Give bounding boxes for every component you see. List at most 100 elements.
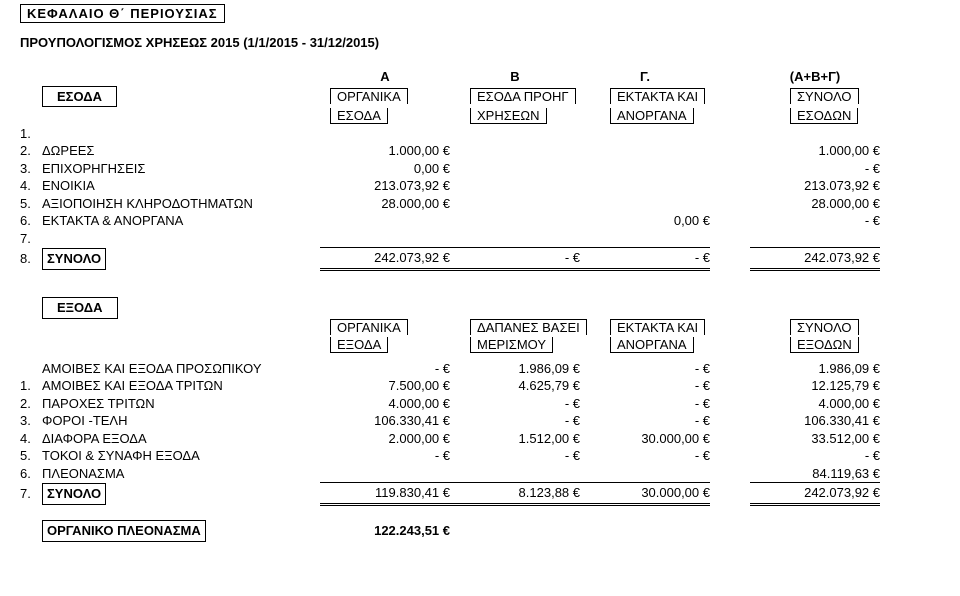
expenses-hdr-g1: ΕΚΤΑΚΤΑ ΚΑΙ	[610, 319, 705, 335]
income-row: 1.	[20, 125, 940, 143]
exp-pre-a: - €	[320, 360, 450, 378]
expenses-row-a: 4.000,00 €	[320, 395, 450, 413]
expenses-row-g: - €	[580, 412, 710, 430]
income-sum-row: 8. ΣΥΝΟΛΟ 242.073,92 € - € - € 242.073,9…	[20, 247, 940, 271]
expenses-hdr-t2: ΕΞΟΔΩΝ	[790, 337, 859, 353]
income-row-num: 7.	[20, 230, 42, 248]
income-row-label: ΕΠΙΧΟΡΗΓΗΣΕΙΣ	[42, 160, 320, 178]
expenses-row-num: 1.	[20, 377, 42, 395]
expenses-sum-g: 30.000,00 €	[580, 482, 710, 506]
income-sum-a: 242.073,92 €	[320, 247, 450, 271]
income-header-row2: ΕΣΟΔΑ ΧΡΗΣΕΩΝ ΑΝΟΡΓΑΝΑ ΕΣΟΔΩΝ	[20, 107, 940, 125]
expenses-hdr-g2: ΑΝΟΡΓΑΝΑ	[610, 337, 694, 353]
footer-label: ΟΡΓΑΝΙΚΟ ΠΛΕΟΝΑΣΜΑ	[42, 520, 206, 542]
expenses-row-a: 106.330,41 €	[320, 412, 450, 430]
income-row-label: ΑΞΙΟΠΟΙΗΣΗ ΚΛΗΡΟΔΟΤΗΜΑΤΩΝ	[42, 195, 320, 213]
expenses-row-num: 4.	[20, 430, 42, 448]
expenses-sum-label: ΣΥΝΟΛΟ	[42, 483, 106, 505]
expenses-hdr-a1: ΟΡΓΑΝΙΚΑ	[330, 319, 408, 335]
expenses-row-g: - €	[580, 377, 710, 395]
expenses-row-b: - €	[450, 395, 580, 413]
expenses-row-b: 4.625,79 €	[450, 377, 580, 395]
income-row-tot: - €	[750, 160, 880, 178]
income-hdr-b1: ΕΣΟΔΑ ΠΡΟΗΓ	[470, 88, 576, 104]
income-hdr-b2: ΧΡΗΣΕΩΝ	[470, 108, 547, 124]
page: ΚΕΦΑΛΑΙΟ Θ΄ ΠΕΡΙΟΥΣΙΑΣ ΠΡΟΥΠΟΛΟΓΙΣΜΟΣ ΧΡ…	[0, 0, 960, 596]
chapter-title-box: ΚΕΦΑΛΑΙΟ Θ΄ ΠΕΡΙΟΥΣΙΑΣ	[20, 4, 225, 23]
expenses-row-b: - €	[450, 447, 580, 465]
income-row-tot: 1.000,00 €	[750, 142, 880, 160]
expenses-row-num: 6.	[20, 465, 42, 483]
income-sum-t: 242.073,92 €	[750, 247, 880, 271]
income-row-a: 213.073,92 €	[320, 177, 450, 195]
income-hdr-t2: ΕΣΟΔΩΝ	[790, 108, 858, 124]
col-letter-a: Α	[320, 68, 450, 86]
expenses-row-g: - €	[580, 395, 710, 413]
col-letter-b: Β	[450, 68, 580, 86]
col-letter-total: (Α+Β+Γ)	[750, 68, 880, 86]
expenses-row-tot: 84.119,63 €	[750, 465, 880, 483]
expenses-header-row1: ΟΡΓΑΝΙΚΑ ΔΑΠΑΝΕΣ ΒΑΣΕΙ ΕΚΤΑΚΤΑ ΚΑΙ ΣΥΝΟΛ…	[20, 319, 940, 337]
exp-pre-label: ΑΜΟΙΒΕΣ ΚΑΙ ΕΞΟΔΑ ΠΡΟΣΩΠΙΚΟΥ	[42, 360, 320, 378]
expenses-row-tot: - €	[750, 447, 880, 465]
expenses-header-row2: ΕΞΟΔΑ ΜΕΡΙΣΜΟΥ ΑΝΟΡΓΑΝΑ ΕΞΟΔΩΝ	[20, 336, 940, 354]
income-row-num: 5.	[20, 195, 42, 213]
expenses-row-tot: 4.000,00 €	[750, 395, 880, 413]
expenses-sum-t: 242.073,92 €	[750, 482, 880, 506]
expenses-row: 2.ΠΑΡΟΧΕΣ ΤΡΙΤΩΝ4.000,00 €- €- €4.000,00…	[20, 395, 940, 413]
expenses-row-label: ΤΟΚΟΙ & ΣΥΝΑΦΗ ΕΞΟΔΑ	[42, 447, 320, 465]
income-row: 4.ΕΝΟΙΚΙΑ213.073,92 €213.073,92 €	[20, 177, 940, 195]
expenses-pre-row: ΑΜΟΙΒΕΣ ΚΑΙ ΕΞΟΔΑ ΠΡΟΣΩΠΙΚΟΥ - € 1.986,0…	[20, 360, 940, 378]
expenses-row: 1.ΑΜΟΙΒΕΣ ΚΑΙ ΕΞΟΔΑ ΤΡΙΤΩΝ7.500,00 €4.62…	[20, 377, 940, 395]
income-row-tot: 213.073,92 €	[750, 177, 880, 195]
expenses-side-row: ΕΞΟΔΑ	[20, 297, 940, 319]
expenses-row-label: ΠΛΕΟΝΑΣΜΑ	[42, 465, 320, 483]
expenses-hdr-b2: ΜΕΡΙΣΜΟΥ	[470, 337, 553, 353]
expenses-sum-a: 119.830,41 €	[320, 482, 450, 506]
expenses-row: 6.ΠΛΕΟΝΑΣΜΑ 84.119,63 €	[20, 465, 940, 483]
expenses-side-title: ΕΞΟΔΑ	[42, 297, 118, 319]
chapter-title: ΚΕΦΑΛΑΙΟ Θ΄ ΠΕΡΙΟΥΣΙΑΣ	[27, 6, 218, 21]
income-row-label: ΔΩΡΕΕΣ	[42, 142, 320, 160]
expenses-row-a: 7.500,00 €	[320, 377, 450, 395]
income-sum-label: ΣΥΝΟΛΟ	[42, 248, 106, 270]
expenses-hdr-t1: ΣΥΝΟΛΟ	[790, 319, 859, 335]
income-hdr-a2: ΕΣΟΔΑ	[330, 108, 388, 124]
expenses-row: 3.ΦΟΡΟΙ -ΤΕΛΗ106.330,41 €- €- €106.330,4…	[20, 412, 940, 430]
exp-pre-b: 1.986,09 €	[450, 360, 580, 378]
footer-row: ΟΡΓΑΝΙΚΟ ΠΛΕΟΝΑΣΜΑ 122.243,51 €	[20, 520, 940, 542]
income-row-label: ΕΚΤΑΚΤΑ & ΑΝΟΡΓΑΝΑ	[42, 212, 320, 230]
expenses-row-tot: 33.512,00 €	[750, 430, 880, 448]
income-row-num: 2.	[20, 142, 42, 160]
income-row-num: 4.	[20, 177, 42, 195]
income-sum-b: - €	[450, 247, 580, 271]
income-row-num: 3.	[20, 160, 42, 178]
income-row-label: ΕΝΟΙΚΙΑ	[42, 177, 320, 195]
income-sum-num: 8.	[20, 250, 42, 268]
expenses-row-num: 3.	[20, 412, 42, 430]
column-letters: Α Β Γ. (Α+Β+Γ)	[20, 68, 940, 86]
income-row: 2.ΔΩΡΕΕΣ1.000,00 €1.000,00 €	[20, 142, 940, 160]
expenses-row-b: 1.512,00 €	[450, 430, 580, 448]
income-row-a: 1.000,00 €	[320, 142, 450, 160]
income-row: 7.	[20, 230, 940, 248]
income-row-tot: 28.000,00 €	[750, 195, 880, 213]
footer-value: 122.243,51 €	[320, 522, 450, 540]
expenses-row-g: - €	[580, 447, 710, 465]
income-row-a: 0,00 €	[320, 160, 450, 178]
income-row-tot: - €	[750, 212, 880, 230]
expenses-row-label: ΠΑΡΟΧΕΣ ΤΡΙΤΩΝ	[42, 395, 320, 413]
expenses-row-label: ΔΙΑΦΟΡΑ ΕΞΟΔΑ	[42, 430, 320, 448]
exp-pre-t: 1.986,09 €	[750, 360, 880, 378]
income-row-g: 0,00 €	[580, 212, 710, 230]
expenses-row-g: 30.000,00 €	[580, 430, 710, 448]
income-row: 3.ΕΠΙΧΟΡΗΓΗΣΕΙΣ0,00 € - €	[20, 160, 940, 178]
col-letter-g: Γ.	[580, 68, 710, 86]
income-hdr-a1: ΟΡΓΑΝΙΚΑ	[330, 88, 408, 104]
budget-subtitle: ΠΡΟΥΠΟΛΟΓΙΣΜΟΣ ΧΡΗΣΕΩΣ 2015 (1/1/2015 - …	[20, 35, 940, 50]
expenses-row-num: 2.	[20, 395, 42, 413]
expenses-row-tot: 106.330,41 €	[750, 412, 880, 430]
income-hdr-g1: ΕΚΤΑΚΤΑ ΚΑΙ	[610, 88, 705, 104]
expenses-row: 5.ΤΟΚΟΙ & ΣΥΝΑΦΗ ΕΞΟΔΑ- €- €- €- €	[20, 447, 940, 465]
expenses-row-b: - €	[450, 412, 580, 430]
